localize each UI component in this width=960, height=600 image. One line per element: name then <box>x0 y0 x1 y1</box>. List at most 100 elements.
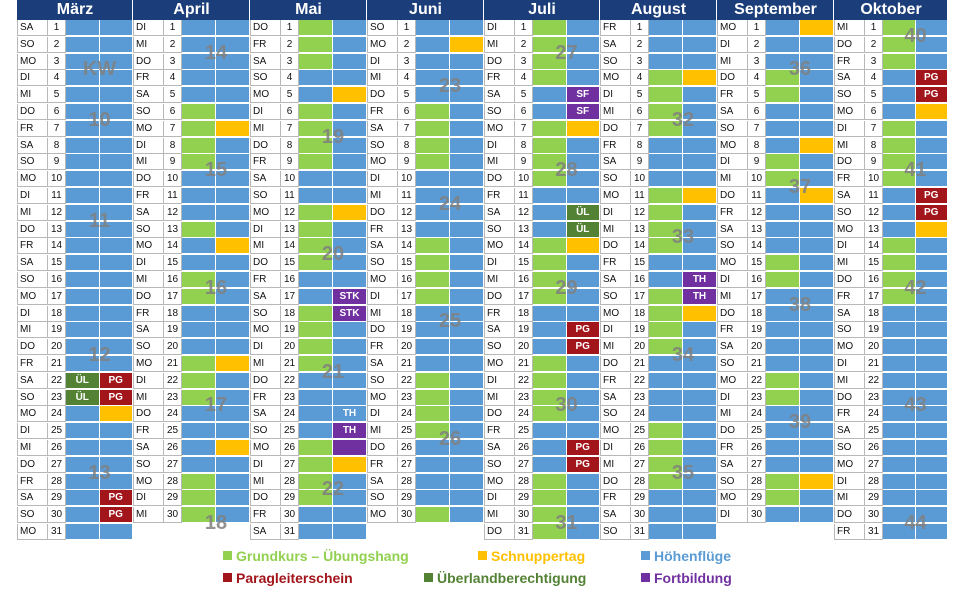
course-slot-morning[interactable] <box>416 389 450 406</box>
course-slot-morning[interactable] <box>533 53 567 70</box>
course-slot-morning[interactable] <box>66 288 100 305</box>
course-slot-morning[interactable] <box>766 456 800 473</box>
course-slot-morning[interactable] <box>416 507 450 524</box>
course-slot-morning[interactable] <box>182 20 216 36</box>
course-slot-afternoon[interactable] <box>333 372 367 389</box>
course-slot-morning[interactable] <box>416 20 450 36</box>
course-slot-morning[interactable] <box>533 70 567 87</box>
course-slot-afternoon[interactable] <box>450 137 484 154</box>
course-slot-morning[interactable] <box>182 389 216 406</box>
course-slot-morning[interactable] <box>66 171 100 188</box>
course-slot-afternoon[interactable] <box>450 423 484 440</box>
course-slot-afternoon[interactable] <box>800 322 834 339</box>
course-slot-morning[interactable] <box>182 70 216 87</box>
course-slot-afternoon[interactable] <box>333 524 367 540</box>
course-slot-morning[interactable] <box>182 473 216 490</box>
course-slot-morning[interactable] <box>533 36 567 53</box>
course-slot-afternoon[interactable] <box>800 305 834 322</box>
course-slot-afternoon[interactable] <box>99 440 133 456</box>
course-slot-morning[interactable] <box>182 137 216 154</box>
course-slot-afternoon[interactable] <box>216 221 250 238</box>
course-slot-afternoon[interactable] <box>566 524 600 540</box>
course-slot-morning[interactable] <box>416 188 450 204</box>
course-slot-afternoon[interactable] <box>566 288 600 305</box>
course-slot-afternoon[interactable] <box>333 356 367 372</box>
course-slot-morning[interactable] <box>766 137 800 154</box>
course-slot-afternoon[interactable] <box>450 120 484 137</box>
course-slot-afternoon[interactable] <box>333 120 367 137</box>
course-slot-afternoon[interactable] <box>99 473 133 490</box>
course-slot-afternoon[interactable] <box>800 154 834 171</box>
course-slot-morning[interactable] <box>299 473 333 490</box>
course-slot-morning[interactable] <box>299 120 333 137</box>
course-slot-afternoon[interactable] <box>333 171 367 188</box>
course-slot-afternoon[interactable] <box>99 70 133 87</box>
course-slot-morning[interactable] <box>66 322 100 339</box>
course-slot-afternoon[interactable] <box>450 456 484 473</box>
course-slot-afternoon[interactable] <box>566 255 600 272</box>
course-slot-afternoon[interactable] <box>800 423 834 440</box>
course-slot-morning[interactable] <box>533 406 567 423</box>
course-slot-afternoon[interactable] <box>800 473 834 490</box>
course-slot-afternoon[interactable] <box>216 204 250 221</box>
course-slot-morning[interactable] <box>66 36 100 53</box>
course-slot-afternoon[interactable] <box>450 372 484 389</box>
course-slot-morning[interactable] <box>649 36 683 53</box>
course-slot-morning[interactable] <box>66 238 100 255</box>
course-slot-afternoon[interactable] <box>99 406 133 423</box>
course-slot-morning[interactable] <box>182 305 216 322</box>
course-slot-morning[interactable] <box>299 87 333 104</box>
course-slot-morning[interactable] <box>416 272 450 288</box>
course-slot-morning[interactable] <box>883 524 916 540</box>
course-slot-afternoon[interactable] <box>566 507 600 524</box>
course-slot-afternoon[interactable] <box>800 356 834 372</box>
course-slot-morning[interactable] <box>182 507 216 524</box>
course-slot-afternoon[interactable] <box>450 171 484 188</box>
course-slot-morning[interactable] <box>766 372 800 389</box>
course-slot-morning[interactable] <box>766 356 800 372</box>
course-slot-morning[interactable] <box>766 171 800 188</box>
course-slot-morning[interactable] <box>299 188 333 204</box>
course-slot-morning[interactable] <box>299 70 333 87</box>
course-slot-morning[interactable] <box>66 204 100 221</box>
course-slot-afternoon[interactable] <box>800 372 834 389</box>
course-slot-morning[interactable] <box>182 423 216 440</box>
course-slot-afternoon[interactable] <box>99 87 133 104</box>
course-slot-afternoon[interactable] <box>99 305 133 322</box>
course-slot-afternoon[interactable] <box>333 137 367 154</box>
course-slot-morning[interactable] <box>416 423 450 440</box>
course-slot-afternoon[interactable] <box>683 36 717 53</box>
course-slot-afternoon[interactable] <box>566 389 600 406</box>
course-slot-morning[interactable] <box>649 456 683 473</box>
course-slot-afternoon[interactable]: SF <box>566 87 600 104</box>
course-slot-afternoon[interactable] <box>216 507 250 524</box>
course-slot-morning[interactable] <box>182 255 216 272</box>
course-slot-afternoon[interactable] <box>216 238 250 255</box>
course-slot-morning[interactable] <box>66 490 100 507</box>
course-slot-morning[interactable] <box>649 238 683 255</box>
course-slot-morning[interactable] <box>766 490 800 507</box>
course-slot-afternoon[interactable]: SF <box>566 104 600 120</box>
course-slot-morning[interactable] <box>416 339 450 356</box>
course-slot-afternoon[interactable] <box>683 322 717 339</box>
course-slot-morning[interactable] <box>182 238 216 255</box>
course-slot-afternoon[interactable] <box>800 137 834 154</box>
course-slot-morning[interactable] <box>649 137 683 154</box>
course-slot-morning[interactable] <box>533 423 567 440</box>
course-slot-afternoon[interactable] <box>566 53 600 70</box>
course-slot-morning[interactable] <box>182 120 216 137</box>
course-slot-afternoon[interactable] <box>683 154 717 171</box>
course-slot-morning[interactable] <box>533 87 567 104</box>
course-slot-morning[interactable] <box>299 456 333 473</box>
course-slot-afternoon[interactable] <box>450 221 484 238</box>
course-slot-morning[interactable] <box>416 288 450 305</box>
course-slot-morning[interactable] <box>416 440 450 456</box>
course-slot-morning[interactable] <box>533 137 567 154</box>
course-slot-morning[interactable] <box>533 154 567 171</box>
course-slot-morning[interactable] <box>883 272 916 288</box>
course-slot-morning[interactable] <box>883 372 916 389</box>
course-slot-afternoon[interactable] <box>915 456 948 473</box>
course-slot-morning[interactable] <box>66 70 100 87</box>
course-slot-morning[interactable] <box>299 305 333 322</box>
course-slot-afternoon[interactable] <box>450 238 484 255</box>
